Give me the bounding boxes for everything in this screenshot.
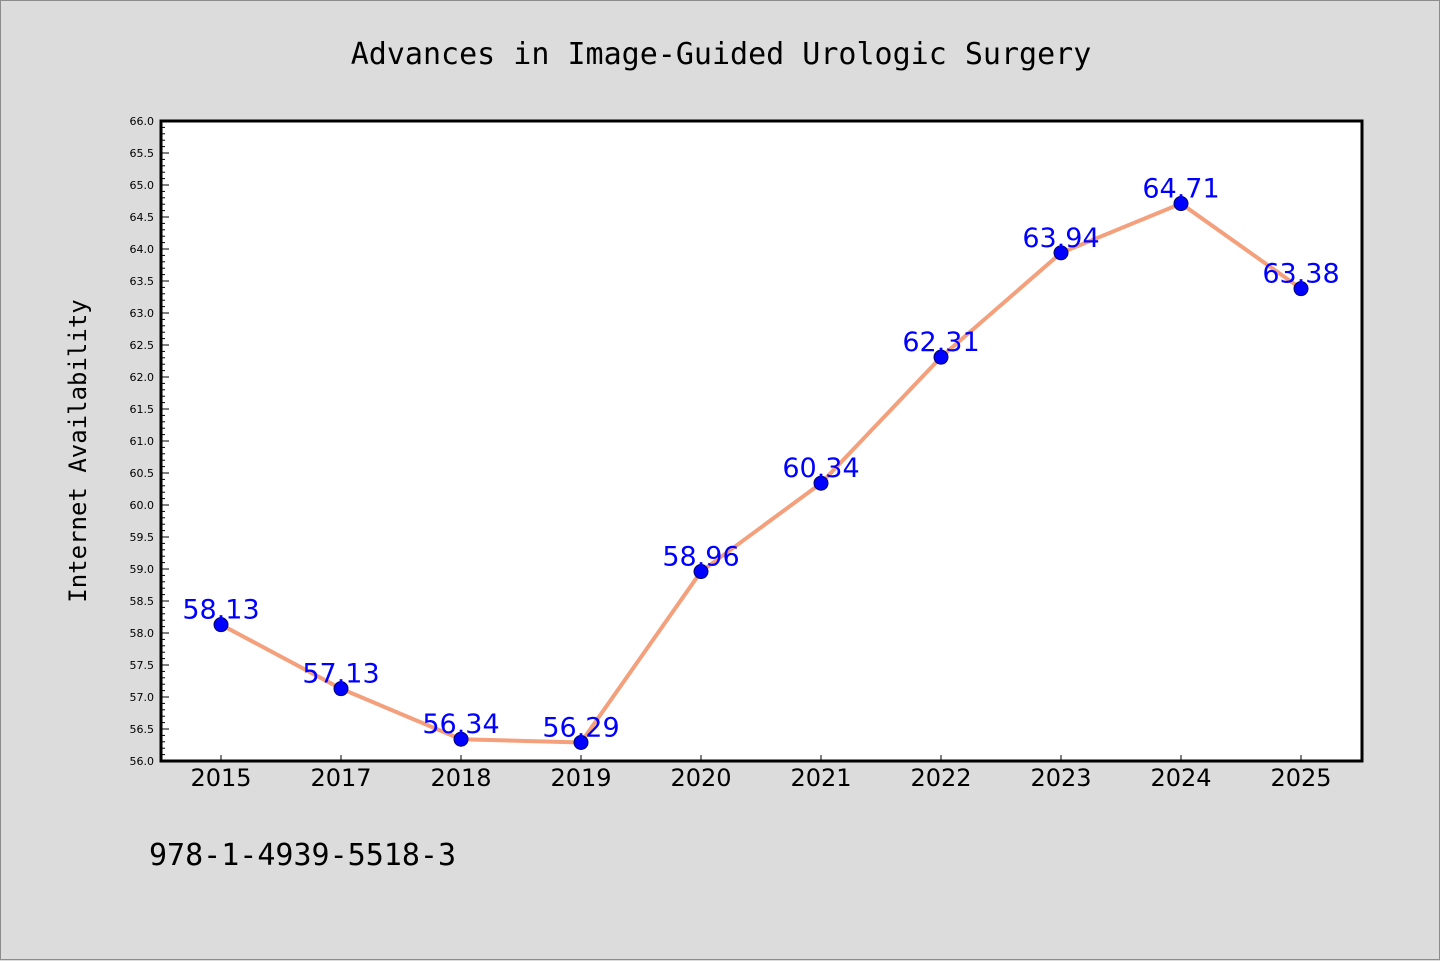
chart-title: Advances in Image-Guided Urologic Surger… (351, 37, 1092, 72)
y-tick-label: 63.0 (130, 307, 155, 320)
series-line-group (213, 196, 1309, 750)
data-point (573, 734, 589, 750)
y-tick-label: 66.0 (130, 115, 155, 128)
y-tick-label: 64.0 (130, 243, 155, 256)
y-tick-label: 64.5 (130, 211, 155, 224)
data-label: 63.94 (1022, 223, 1099, 254)
data-point (213, 617, 229, 633)
series-line (219, 201, 1303, 745)
y-tick-label: 60.5 (130, 467, 155, 480)
data-point (1173, 196, 1189, 212)
x-tick-label: 2024 (1150, 764, 1211, 792)
data-label: 56.34 (422, 709, 499, 740)
data-point (1053, 245, 1069, 261)
x-tick-label: 2025 (1270, 764, 1331, 792)
data-point (453, 731, 469, 747)
data-point (813, 475, 829, 491)
y-tick-label: 57.0 (130, 691, 155, 704)
data-label: 64.71 (1142, 174, 1219, 205)
data-label: 63.38 (1262, 259, 1339, 290)
y-tick-label: 59.5 (130, 531, 155, 544)
x-tick-label: 2015 (190, 764, 251, 792)
data-point (933, 349, 949, 365)
y-tick-label: 61.5 (130, 403, 155, 416)
y-tick-label: 65.0 (130, 179, 155, 192)
y-tick-label: 58.0 (130, 627, 155, 640)
data-label: 57.13 (302, 659, 379, 690)
data-label: 62.31 (902, 327, 979, 358)
x-tick-label: 2017 (310, 764, 371, 792)
y-tick-label: 62.0 (130, 371, 155, 384)
data-point (333, 681, 349, 697)
y-tick-label: 56.5 (130, 723, 155, 736)
x-tick-label: 2019 (550, 764, 611, 792)
y-tick-label: 61.0 (130, 435, 155, 448)
y-tick-label: 56.0 (130, 755, 155, 768)
data-label: 60.34 (782, 453, 859, 484)
x-tick-label: 2021 (790, 764, 851, 792)
y-tick-label: 60.0 (130, 499, 155, 512)
y-tick-label: 59.0 (130, 563, 155, 576)
data-point (693, 564, 709, 580)
x-tick-label: 2020 (670, 764, 731, 792)
y-axis: 56.0 56.5 57.0 57.5 58.0 58.5 59.0 59.5 60.0 60.5… (130, 115, 169, 768)
y-tick-label: 58.5 (130, 595, 155, 608)
plot-area (159, 119, 1364, 763)
x-tick-label: 2018 (430, 764, 491, 792)
y-tick-label: 63.5 (130, 275, 155, 288)
x-tick-label: 2022 (910, 764, 971, 792)
y-tick-label: 65.5 (130, 147, 155, 160)
data-label: 58.96 (662, 542, 739, 573)
isbn-text: 978-1-4939-5518-3 (149, 838, 456, 873)
data-label: 56.29 (542, 712, 619, 743)
y-tick-label: 62.5 (130, 339, 155, 352)
data-label: 58.13 (182, 595, 259, 626)
x-axis: 2015 2017 2018 2019 2020 2021 2022 2023 2024 2025 (190, 755, 1332, 792)
y-axis-label: Internet Availability (64, 299, 92, 602)
y-tick-label: 57.5 (130, 659, 155, 672)
data-labels-group: 58.13 57.13 56.34 56.29 58.96 60.34 62.31 63.94… (182, 174, 1339, 744)
data-point (1293, 281, 1309, 297)
x-tick-label: 2023 (1030, 764, 1091, 792)
